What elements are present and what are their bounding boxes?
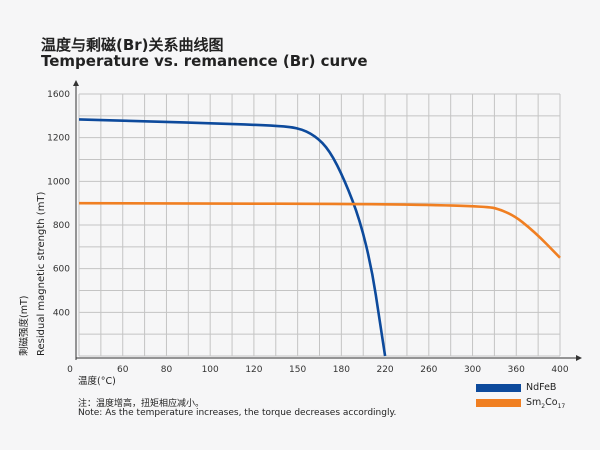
y-axis-arrow-icon [73, 80, 79, 86]
x-tick-label: 100 [202, 365, 219, 375]
y-tick-label: 1600 [47, 90, 70, 100]
series-line-smco [78, 201, 561, 259]
legend-swatch-ndfeb [476, 383, 521, 392]
legend-label-smco: Sm2Co17 [526, 397, 566, 410]
y-axis-label-cn: 剩磁强度(mT) [18, 296, 30, 356]
x-axis-arrow-icon [576, 355, 582, 361]
x-tick-label: 360 [508, 365, 525, 375]
y-tick-label: 1000 [47, 177, 70, 187]
y-axis-label: Residual magnetic strength (mT) [36, 191, 47, 356]
x-tick-label: 0 [67, 365, 73, 375]
chart-subtitle: Temperature vs. remanence (Br) curve [41, 52, 368, 70]
chart-title: 温度与剩磁(Br)关系曲线图 [41, 36, 224, 54]
x-tick-label: 80 [161, 365, 173, 375]
note-cn: 注：温度增高，扭矩相应减小。 [78, 399, 205, 409]
legend-label-ndfeb: NdFeB [526, 382, 557, 393]
x-tick-label: 220 [376, 365, 393, 375]
series-line-ndfeb [78, 118, 387, 357]
x-axis-label: 温度(°C) [78, 375, 116, 387]
y-tick-label: 600 [53, 265, 70, 275]
legend-item-smco: Sm2Co17 [476, 397, 565, 410]
x-tick-label: 400 [551, 365, 568, 375]
x-tick-label: 180 [333, 365, 350, 375]
note-en: Note: As the temperature increases, the … [78, 408, 397, 418]
legend-item-ndfeb: NdFeB [476, 382, 556, 393]
y-tick-label: 800 [53, 221, 70, 231]
legend-swatch-smco [476, 399, 521, 408]
x-tick-label: 300 [464, 365, 481, 375]
y-tick-label: 400 [53, 308, 70, 318]
y-tick-label: 1200 [47, 134, 70, 144]
x-tick-label: 60 [117, 365, 129, 375]
x-tick-label: 150 [289, 365, 306, 375]
x-tick-label: 260 [420, 365, 437, 375]
x-tick-label: 120 [245, 365, 262, 375]
